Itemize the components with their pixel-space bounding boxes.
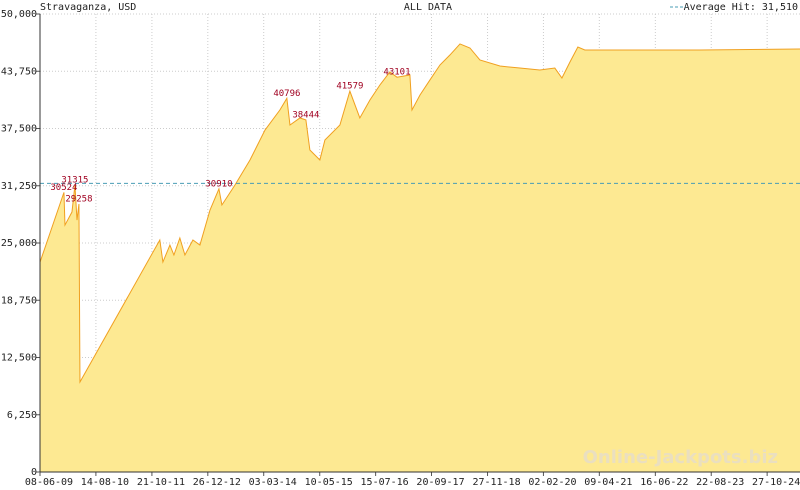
x-tick-label: 21-10-11 <box>137 477 185 488</box>
average-legend: Average Hit: 31,510 <box>684 2 798 13</box>
y-tick-label: 6,250 <box>7 410 37 421</box>
x-tick-label: 02-02-20 <box>528 477 576 488</box>
annotation: 29258 <box>65 194 92 204</box>
x-tick-label: 14-08-10 <box>81 477 129 488</box>
x-tick-label: 26-12-12 <box>193 477 241 488</box>
x-tick-label: 22-08-23 <box>696 477 744 488</box>
x-tick-label: 03-03-14 <box>249 477 297 488</box>
annotation: 30910 <box>205 179 232 189</box>
annotation: 43101 <box>383 68 410 78</box>
y-tick-label: 25,000 <box>1 238 37 249</box>
watermark: Online-Jackpots.biz <box>583 447 778 468</box>
x-tick-label: 27-11-18 <box>472 477 520 488</box>
y-tick-label: 37,500 <box>1 124 37 135</box>
annotation: 38444 <box>292 110 319 120</box>
annotation: 40796 <box>273 89 300 99</box>
x-tick-label: 10-05-15 <box>305 477 353 488</box>
chart-title: Stravaganza, USD <box>40 2 136 13</box>
y-tick-label: 43,750 <box>1 66 37 77</box>
x-tick-label: 08-06-09 <box>25 477 73 488</box>
y-tick-label: 12,500 <box>1 353 37 364</box>
x-tick-label: 27-10-24 <box>752 477 800 488</box>
plot <box>39 43 800 472</box>
area <box>40 43 800 472</box>
chart-subtitle: ALL DATA <box>404 2 452 13</box>
x-tick-label: 20-09-17 <box>416 477 464 488</box>
x-tick-label: 09-04-21 <box>584 477 632 488</box>
y-tick-label: 50,000 <box>1 9 37 20</box>
annotation: 41579 <box>336 82 363 92</box>
annotation: 31315 <box>61 176 88 186</box>
line <box>39 43 800 384</box>
y-tick-label: 31,250 <box>1 181 37 192</box>
annotation: 30524 <box>50 183 77 193</box>
y-tick-label: 0 <box>31 467 37 478</box>
x-tick-label: 16-06-22 <box>640 477 688 488</box>
x-tick-label: 15-07-16 <box>361 477 409 488</box>
y-tick-label: 18,750 <box>1 295 37 306</box>
